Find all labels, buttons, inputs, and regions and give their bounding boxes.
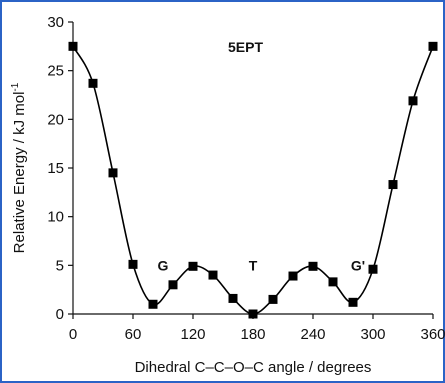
series-markers xyxy=(68,41,438,319)
annotation-label: T xyxy=(249,257,258,273)
data-point xyxy=(188,261,198,271)
data-point xyxy=(308,261,318,271)
data-point xyxy=(428,41,438,51)
data-point xyxy=(328,277,338,287)
data-point xyxy=(148,299,158,309)
data-point xyxy=(68,41,78,51)
y-tick-label: 0 xyxy=(56,306,64,323)
annotation-label: G' xyxy=(351,257,365,273)
data-point xyxy=(408,96,418,106)
data-point xyxy=(208,270,218,280)
x-tick-label: 180 xyxy=(240,326,265,343)
y-tick-label: 10 xyxy=(47,209,64,226)
chart-title: 5EPT xyxy=(228,39,263,55)
y-tick-label: 20 xyxy=(47,111,64,128)
y-axis-title-sup: -1 xyxy=(10,82,21,91)
data-point xyxy=(268,294,278,304)
x-axis-ticks: 0 60 120 180 240 300 360 xyxy=(69,314,445,343)
x-axis-title: Dihedral C–C–O–C angle / degrees xyxy=(135,359,372,376)
y-tick-label: 25 xyxy=(47,63,64,80)
data-point xyxy=(108,168,118,178)
data-point xyxy=(248,309,258,319)
data-point xyxy=(168,280,178,290)
y-axis-ticks: 0 5 10 15 20 25 30 xyxy=(47,14,73,323)
x-tick-label: 240 xyxy=(300,326,325,343)
data-point xyxy=(368,264,378,274)
annotation-label: G xyxy=(158,257,169,273)
data-point xyxy=(128,259,138,269)
data-point xyxy=(348,297,358,307)
x-tick-label: 60 xyxy=(125,326,142,343)
y-axis-title: Relative Energy / kJ mol-1 xyxy=(10,82,28,253)
x-tick-label: 0 xyxy=(69,326,77,343)
x-tick-label: 300 xyxy=(360,326,385,343)
x-tick-label: 120 xyxy=(180,326,205,343)
x-tick-label: 360 xyxy=(420,326,445,343)
y-tick-label: 15 xyxy=(47,160,64,177)
data-point xyxy=(88,78,98,88)
annotations: G T G' xyxy=(158,257,366,273)
data-point xyxy=(288,271,298,281)
y-axis-title-main: Relative Energy / kJ mol xyxy=(11,92,28,254)
data-point xyxy=(388,180,398,190)
y-tick-label: 5 xyxy=(56,257,64,274)
y-tick-label: 30 xyxy=(47,14,64,31)
data-point xyxy=(228,293,238,303)
